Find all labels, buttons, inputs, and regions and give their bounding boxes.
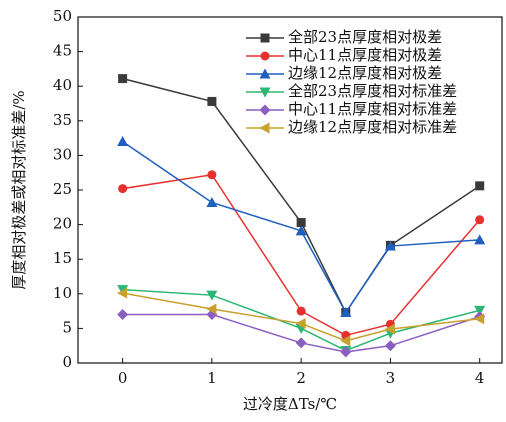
marker	[475, 181, 485, 191]
series-line	[122, 77, 481, 314]
x-tick-label: 0	[118, 369, 128, 387]
marker	[474, 234, 486, 245]
y-tick-label: 15	[53, 249, 72, 267]
marker	[296, 218, 306, 228]
legend-label: 中心11点厚度相对标准差	[288, 100, 457, 118]
y-tick-label: 10	[53, 284, 72, 302]
legend-marker	[259, 87, 271, 98]
y-axis-label: 厚度相对极差或相对标准差/%	[10, 90, 28, 289]
y-tick-label: 5	[62, 318, 72, 336]
y-tick-label: 20	[53, 215, 72, 233]
legend-label: 边缘12点厚度相对极差	[288, 64, 442, 82]
legend-label: 边缘12点厚度相对标准差	[288, 118, 457, 136]
marker	[118, 74, 128, 84]
marker	[340, 306, 352, 317]
marker	[117, 287, 128, 299]
marker	[117, 309, 129, 321]
legend-marker	[259, 104, 271, 116]
marker	[384, 240, 396, 251]
marker	[118, 184, 128, 194]
legend-marker	[260, 51, 270, 61]
x-axis-label: 过冷度ΔTs/℃	[243, 395, 337, 413]
legend-marker	[259, 122, 270, 134]
y-tick-label: 30	[53, 145, 72, 163]
marker	[207, 170, 217, 180]
legend-marker	[260, 33, 270, 43]
marker	[207, 96, 217, 106]
x-tick-label: 3	[386, 369, 396, 387]
y-tick-label: 25	[53, 180, 72, 198]
legend-label: 全部23点厚度相对极差	[288, 28, 442, 46]
y-tick-label: 45	[53, 42, 72, 60]
marker	[295, 337, 307, 349]
marker	[117, 136, 129, 147]
marker	[475, 215, 485, 225]
x-tick-label: 2	[296, 369, 306, 387]
series-line	[122, 173, 481, 337]
marker	[474, 305, 486, 316]
series-line	[122, 140, 480, 314]
legend-marker	[259, 68, 271, 79]
marker	[295, 318, 306, 330]
marker	[206, 303, 217, 315]
series-line	[122, 292, 480, 342]
marker	[340, 335, 351, 347]
x-tick-label: 1	[207, 369, 217, 387]
marker	[384, 340, 396, 352]
marker	[206, 196, 218, 207]
marker	[295, 225, 307, 236]
series-line	[122, 313, 480, 353]
series-line	[122, 288, 480, 352]
legend-label: 全部23点厚度相对标准差	[288, 82, 457, 100]
legend-label: 中心11点厚度相对极差	[288, 46, 442, 64]
y-tick-label: 40	[53, 76, 72, 94]
y-tick-label: 35	[53, 111, 72, 129]
x-tick-label: 4	[475, 369, 485, 387]
marker	[384, 323, 395, 335]
y-tick-label: 0	[62, 353, 72, 371]
marker	[296, 306, 306, 316]
marker	[206, 290, 218, 301]
y-tick-label: 50	[53, 7, 72, 25]
marker	[474, 313, 485, 325]
marker	[340, 346, 352, 358]
